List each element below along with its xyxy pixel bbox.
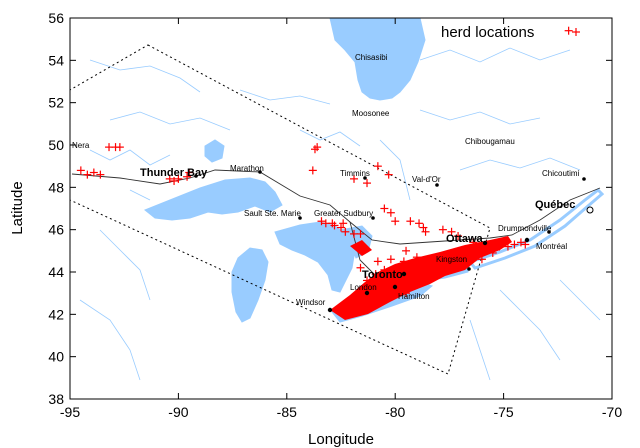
map-label: Marathon	[230, 164, 264, 173]
herd-point	[339, 219, 348, 228]
lake-superior	[144, 177, 283, 221]
herd-point	[406, 217, 415, 226]
map-label: Hamilton	[398, 292, 430, 301]
map-label: Moosonee	[352, 109, 390, 118]
map-label: Nera	[72, 141, 90, 150]
map-label: Greater Sudbury	[314, 209, 373, 218]
herd-point	[356, 229, 365, 238]
herd-point	[386, 255, 395, 264]
herd-point	[447, 227, 456, 236]
y-tick-label: 48	[48, 179, 64, 195]
herd-point	[96, 170, 105, 179]
x-tick-label: -85	[277, 404, 297, 420]
x-tick-label: -90	[168, 404, 188, 420]
james-bay	[329, 18, 426, 101]
y-tick-label: 38	[48, 391, 64, 407]
herd-point	[373, 257, 382, 266]
study-region-outline	[70, 44, 491, 375]
rivers	[79, 47, 601, 381]
x-tick-label: -70	[602, 404, 622, 420]
herd-point	[341, 227, 350, 236]
southern-ontario-herd-cluster	[330, 236, 512, 320]
map-label: Ottawa	[446, 233, 484, 245]
y-tick-label: 50	[48, 137, 64, 153]
map-label: Chisasibi	[355, 53, 388, 62]
y-axis: 38 40 42 44 46 48 50 52 54 56	[48, 10, 612, 407]
water-bodies	[79, 18, 605, 381]
herd-point	[454, 232, 463, 241]
legend: herd locations	[441, 24, 580, 41]
herd-point	[516, 238, 525, 247]
map-label: Thunder Bay	[140, 167, 208, 179]
x-axis: -95 -90 -85 -80 -75 -70	[60, 18, 622, 420]
herd-point	[185, 168, 194, 177]
map-label: Drummondville	[498, 224, 552, 233]
herd-point	[415, 219, 424, 228]
herd-point	[89, 168, 98, 177]
map-label: London	[350, 283, 377, 292]
map-label: Sault Ste. Marie	[244, 209, 301, 218]
map-label: Montréal	[536, 242, 567, 251]
herd-point	[363, 179, 372, 188]
y-tick-label: 46	[48, 222, 64, 238]
herd-point	[521, 240, 530, 249]
x-tick-label: -75	[493, 404, 513, 420]
y-axis-title: Latitude	[9, 181, 26, 234]
herd-point	[564, 26, 573, 35]
y-tick-label: 56	[48, 10, 64, 26]
herd-point	[421, 227, 430, 236]
map-label: Kingston	[436, 255, 467, 264]
map-label: Windsor	[296, 298, 326, 307]
lake-nipigon	[204, 139, 225, 163]
herd-point	[337, 223, 345, 232]
map-labels: Chisasibi Moosonee Chibougamau Timmins V…	[72, 53, 580, 307]
herd-point	[356, 263, 365, 272]
map-label: Val-d'Or	[412, 175, 441, 184]
herd-point	[115, 143, 124, 152]
legend-label: herd locations	[441, 24, 534, 41]
y-tick-label: 44	[48, 264, 64, 280]
herd-point	[317, 217, 326, 226]
st-lawrence	[467, 188, 605, 270]
herd-point	[83, 170, 92, 179]
herd-point	[419, 223, 428, 232]
y-tick-label: 42	[48, 306, 64, 322]
herd-point	[170, 176, 179, 185]
herd-point	[384, 170, 393, 179]
map-label: Toronto	[362, 269, 403, 281]
map-label: Québec	[535, 199, 575, 211]
y-tick-label: 40	[48, 349, 64, 365]
herd-point	[330, 221, 339, 230]
herd-point	[380, 204, 389, 213]
y-tick-label: 52	[48, 95, 64, 111]
herd-point	[183, 172, 192, 181]
map-label: Timmins	[340, 169, 370, 178]
herd-point	[402, 246, 411, 255]
x-tick-label: -80	[385, 404, 405, 420]
lake-michigan	[231, 247, 269, 323]
herd-point	[308, 166, 317, 175]
herd-point	[76, 166, 85, 175]
herd-point	[386, 208, 395, 217]
legend-marker	[572, 28, 580, 36]
herd-point	[510, 240, 519, 249]
map-label: Chicoutimi	[542, 169, 580, 178]
herd-point	[391, 217, 400, 226]
city-dots	[194, 170, 594, 313]
herd-point	[313, 143, 322, 152]
herd-point	[165, 174, 174, 183]
plot-frame	[69, 17, 613, 400]
lake-huron	[274, 221, 356, 293]
herd-point	[310, 145, 319, 154]
map-label: Chibougamau	[465, 137, 515, 146]
lake-shore-gap	[350, 240, 372, 256]
x-tick-label: -95	[60, 404, 80, 420]
herd-point	[174, 174, 183, 183]
y-tick-label: 54	[48, 52, 64, 68]
herd-point	[373, 162, 382, 171]
herd-point	[350, 174, 359, 183]
x-axis-title: Longitude	[308, 431, 374, 448]
herd-point	[438, 225, 447, 234]
